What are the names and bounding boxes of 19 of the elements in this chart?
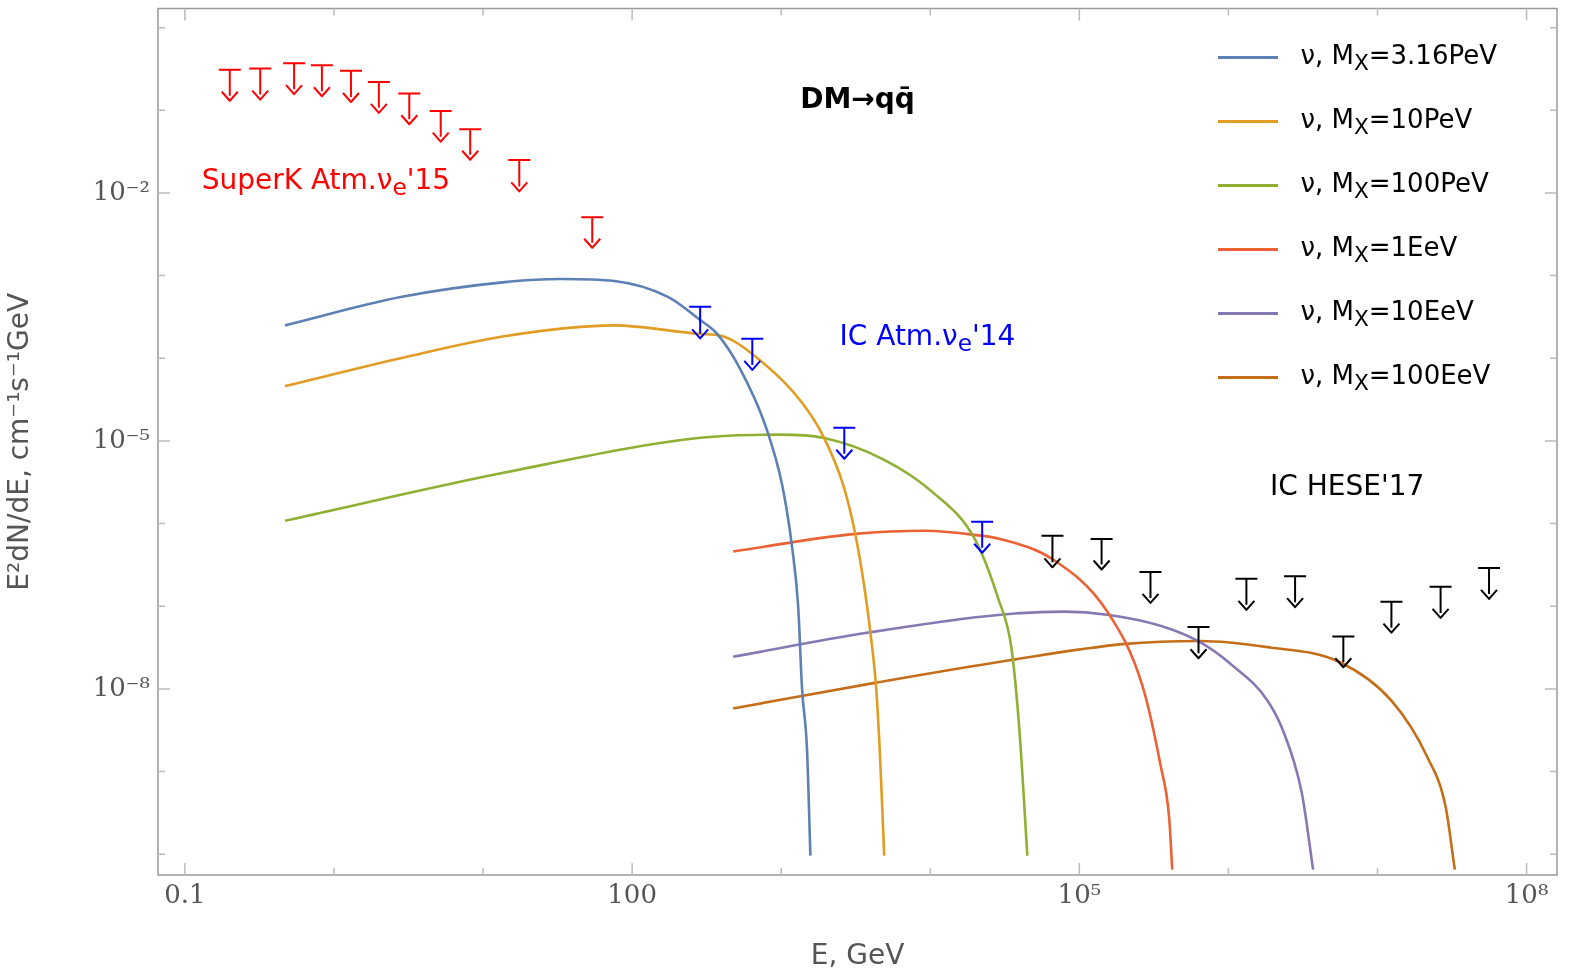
x-tick-label: 100 (607, 879, 657, 910)
x-tick-label: 10⁸ (1504, 879, 1549, 910)
legend-label: ν, M$_{X}$=100PeV (1300, 168, 1489, 204)
legend-label: ν, M$_{X}$=3.16PeV (1300, 40, 1497, 76)
legend-label: ν, M$_{X}$=10PeV (1300, 104, 1473, 140)
y-axis-title: E²dN/dE, cm⁻¹s⁻¹GeV (2, 292, 36, 591)
legend-label: ν, M$_{X}$=100EeV (1300, 360, 1491, 396)
legend-label: ν, M$_{X}$=1EeV (1300, 232, 1458, 268)
legend-label: ν, M$_{X}$=10EeV (1300, 296, 1474, 332)
x-axis-title: E, GeV (810, 938, 905, 972)
annotation: SuperK Atm.ν$_{e}$'15 (201, 162, 451, 202)
text: DM→qq̄ (800, 81, 915, 115)
y-tick-label: 10⁻⁸ (92, 671, 150, 702)
x-tick-label: 10⁵ (1057, 879, 1102, 910)
annotation: IC HESE'17 (1270, 468, 1425, 502)
y-tick-label: 10⁻⁵ (92, 423, 150, 454)
x-tick-label: 0.1 (164, 879, 206, 910)
y-tick-label: 10⁻² (92, 175, 150, 206)
annotation: IC Atm.ν$_{e}$'14 (839, 318, 1016, 358)
